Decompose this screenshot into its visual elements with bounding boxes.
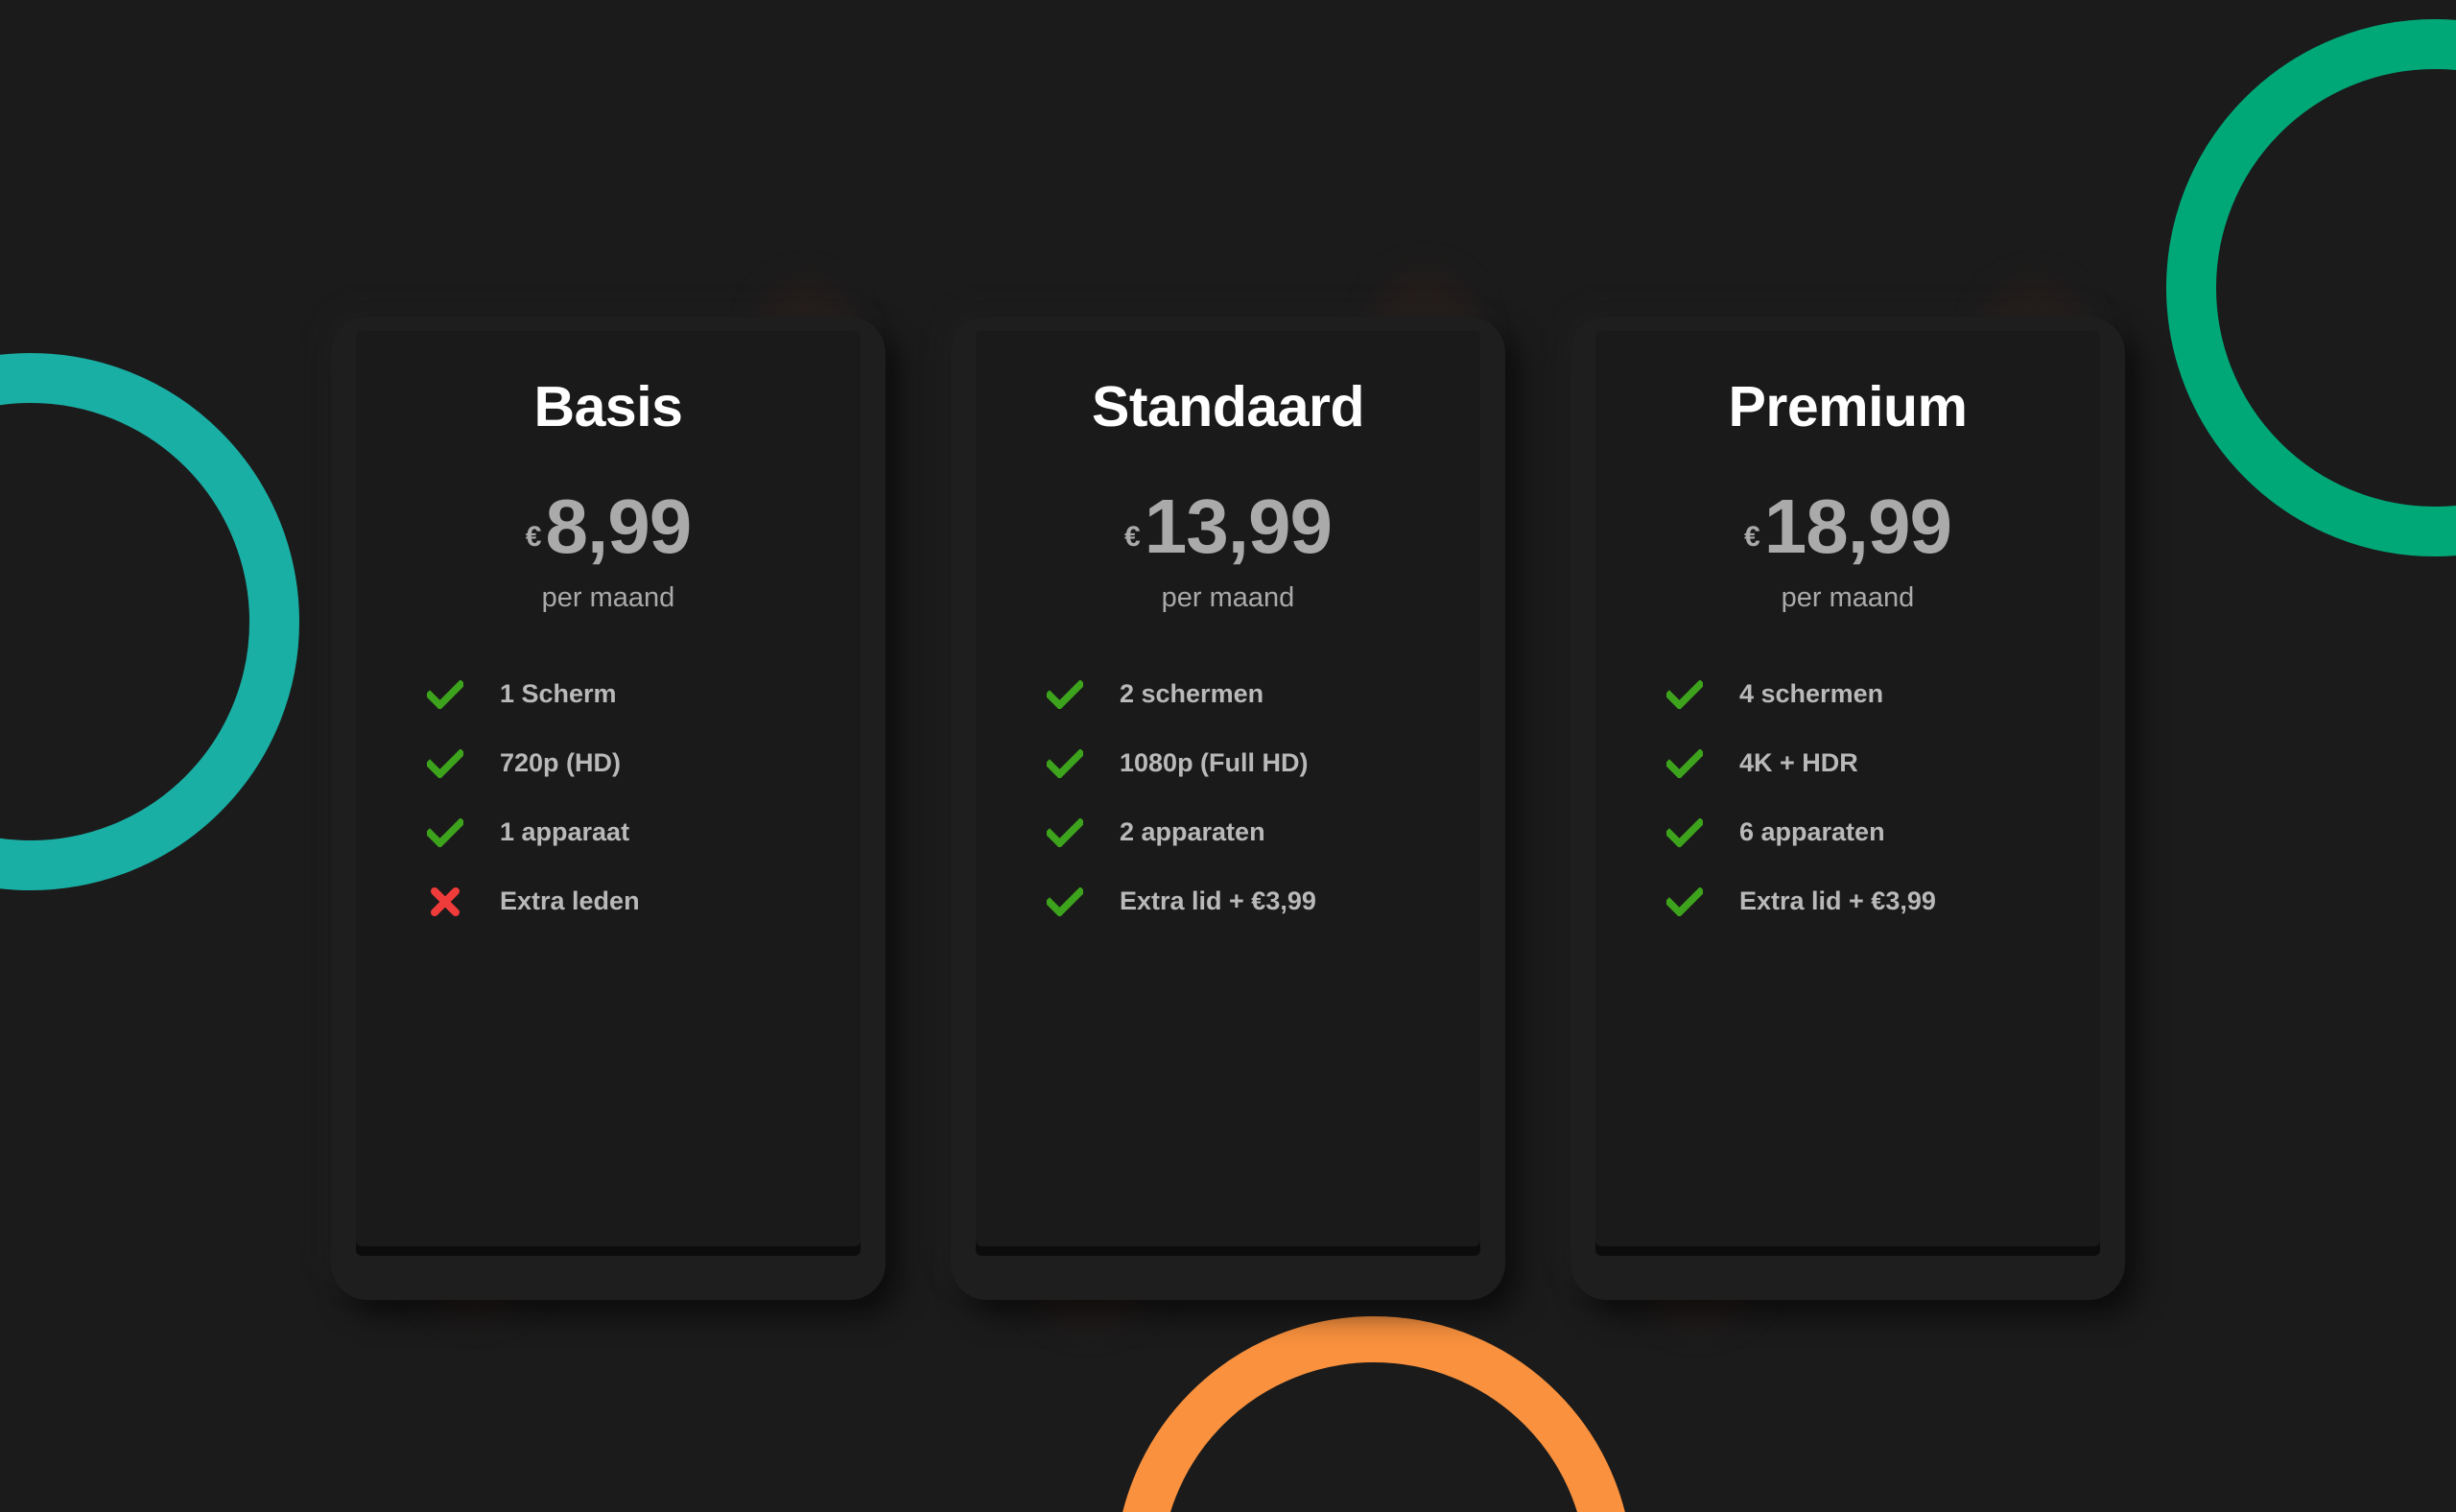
feature-row: 4 schermen (1666, 668, 2044, 721)
check-icon (1047, 676, 1083, 713)
feature-label: 4K + HDR (1739, 748, 1858, 778)
feature-row: 6 apparaten (1666, 806, 2044, 860)
price-amount: 13,99 (1144, 483, 1333, 569)
billing-period: per maand (541, 581, 675, 613)
feature-row: 1 apparaat (427, 806, 805, 860)
feature-label: 1 Scherm (500, 679, 617, 709)
feature-label: Extra lid + €3,99 (1739, 886, 1936, 916)
check-icon (427, 815, 463, 851)
price-amount: 18,99 (1763, 483, 1952, 569)
currency-symbol: € (1124, 520, 1141, 553)
feature-row: 2 schermen (1047, 668, 1425, 721)
check-icon (427, 745, 463, 782)
plan-title: Premium (1728, 375, 1968, 438)
billing-period: per maand (1781, 581, 1915, 613)
pricing-card-premium[interactable]: Premium € 18,99 per maand 4 schermen 4K +… (1570, 317, 2125, 1300)
check-icon (1666, 884, 1703, 920)
feature-label: 2 schermen (1120, 679, 1264, 709)
pricing-card-inner: Basis € 8,99 per maand 1 Scherm 720p (HD)… (356, 330, 861, 1246)
check-icon (1666, 745, 1703, 782)
feature-row: 1 Scherm (427, 668, 805, 721)
feature-row: Extra lid + €3,99 (1666, 875, 2044, 929)
feature-label: 4 schermen (1739, 679, 1884, 709)
price-amount: 8,99 (545, 483, 692, 569)
feature-label: Extra leden (500, 886, 640, 916)
feature-row: Extra lid + €3,99 (1047, 875, 1425, 929)
feature-list: 4 schermen 4K + HDR 6 apparaten Extra lid +… (1595, 668, 2100, 944)
feature-label: 720p (HD) (500, 748, 622, 778)
cross-icon (427, 884, 463, 920)
pricing-card-basis[interactable]: Basis € 8,99 per maand 1 Scherm 720p (HD)… (331, 317, 886, 1300)
currency-symbol: € (1744, 520, 1760, 553)
feature-label: 1 apparaat (500, 817, 630, 847)
feature-list: 1 Scherm 720p (HD) 1 apparaat Extra leden (356, 668, 861, 944)
feature-row: 1080p (Full HD) (1047, 737, 1425, 791)
pricing-card-standaard[interactable]: Standaard € 13,99 per maand 2 schermen 10… (951, 317, 1505, 1300)
currency-symbol: € (525, 520, 542, 553)
feature-label: 6 apparaten (1739, 817, 1885, 847)
feature-label: 2 apparaten (1120, 817, 1265, 847)
plan-price: € 18,99 (1744, 483, 1952, 569)
plan-price: € 8,99 (525, 483, 692, 569)
pricing-card-inner: Standaard € 13,99 per maand 2 schermen 10… (976, 330, 1480, 1246)
feature-row: Extra leden (427, 875, 805, 929)
check-icon (427, 676, 463, 713)
feature-row: 4K + HDR (1666, 737, 2044, 791)
check-icon (1047, 815, 1083, 851)
check-icon (1047, 745, 1083, 782)
check-icon (1047, 884, 1083, 920)
feature-row: 2 apparaten (1047, 806, 1425, 860)
check-icon (1666, 676, 1703, 713)
plan-title: Basis (533, 375, 683, 438)
plan-title: Standaard (1091, 375, 1365, 438)
plan-price: € 13,99 (1124, 483, 1333, 569)
feature-label: Extra lid + €3,99 (1120, 886, 1316, 916)
feature-row: 720p (HD) (427, 737, 805, 791)
billing-period: per maand (1161, 581, 1295, 613)
pricing-card-inner: Premium € 18,99 per maand 4 schermen 4K +… (1595, 330, 2100, 1246)
check-icon (1666, 815, 1703, 851)
feature-list: 2 schermen 1080p (Full HD) 2 apparaten Extr… (976, 668, 1480, 944)
feature-label: 1080p (Full HD) (1120, 748, 1309, 778)
